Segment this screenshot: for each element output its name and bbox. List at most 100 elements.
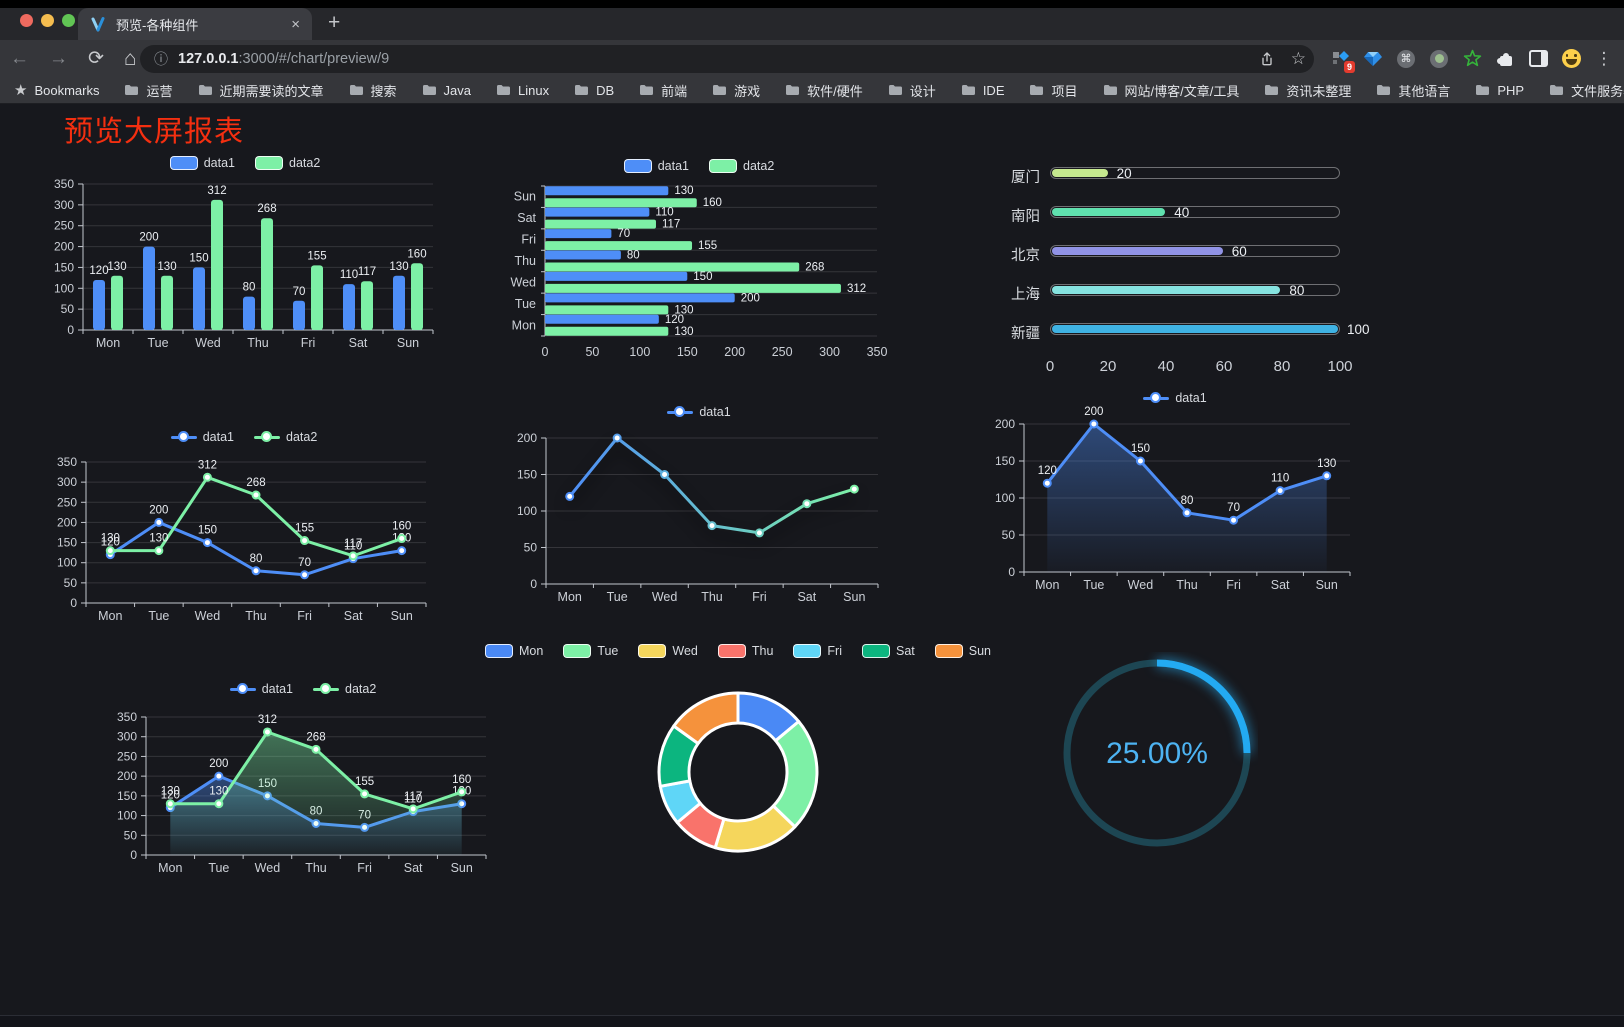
address-bar[interactable]: ⓘ 127.0.0.1:3000/#/chart/preview/9 ☆ (140, 45, 1314, 73)
legend-item-data2[interactable]: data2 (709, 159, 774, 173)
bar (93, 279, 105, 330)
legend-item-data1[interactable]: data1 (667, 405, 731, 419)
svg-text:200: 200 (1084, 406, 1103, 418)
svg-text:70: 70 (1227, 502, 1240, 514)
folder-icon (888, 85, 902, 95)
bookmark-item[interactable]: 文件服务器 (1549, 81, 1624, 100)
zoom-window-button[interactable] (62, 14, 75, 27)
extension-grid-diamond-icon[interactable]: 9 (1330, 49, 1355, 73)
data-point (1229, 515, 1239, 525)
progress-fill (1052, 208, 1166, 216)
legend-item-Sat[interactable]: Sat (862, 644, 915, 658)
axis-tick-label: 20 (1099, 358, 1117, 375)
area-two-canvas: 0 50 100 150 200 250 300 350 Mon Tue Wed Thu Fri Sat S… (117, 710, 487, 875)
browser-menu-icon[interactable]: ⋮ (1595, 48, 1613, 68)
legend-swatch (170, 431, 197, 442)
svg-text:200: 200 (995, 417, 1015, 431)
svg-text:130: 130 (157, 261, 176, 273)
bookmark-item[interactable]: 近期需要读的文章 (198, 81, 324, 100)
svg-text:160: 160 (452, 774, 471, 786)
bookmark-item[interactable]: Linux (496, 83, 549, 98)
tab-title: 预览-各种组件 (116, 17, 199, 33)
legend-item-data2[interactable]: data2 (313, 682, 376, 696)
svg-text:300: 300 (117, 730, 137, 744)
bookmark-item[interactable]: 项目 (1029, 81, 1078, 100)
legend-item-data2[interactable]: data2 (254, 430, 317, 444)
legend-item-Thu[interactable]: Thu (717, 644, 773, 658)
green-star-extension-icon[interactable] (1462, 49, 1482, 69)
bookmark-item[interactable]: 前端 (639, 81, 687, 100)
progress-fill (1052, 286, 1281, 294)
svg-text:268: 268 (306, 731, 325, 743)
bookmark-item[interactable]: 资讯未整理 (1264, 81, 1351, 100)
bookmark-item[interactable]: 游戏 (712, 81, 760, 100)
home-icon[interactable]: ⌂ (123, 47, 137, 70)
legend-item-data1[interactable]: data1 (229, 682, 293, 696)
legend-item-Sun[interactable]: Sun (934, 644, 991, 658)
command-extension-icon[interactable]: ⌘ (1396, 49, 1416, 69)
svg-text:130: 130 (107, 261, 126, 273)
legend-item-data1[interactable]: data1 (170, 430, 234, 444)
minimize-window-button[interactable] (41, 14, 54, 27)
browser-tab[interactable]: 预览-各种组件 × (78, 8, 312, 40)
legend-item-Fri[interactable]: Fri (793, 644, 842, 658)
bookmark-item[interactable]: 搜索 (349, 81, 397, 100)
emoji-extension-icon[interactable] (1561, 49, 1581, 69)
bookmark-item[interactable]: PHP (1475, 83, 1524, 98)
legend-label: data2 (743, 159, 775, 173)
bookmark-item[interactable]: DB (574, 83, 614, 98)
folder-icon (1476, 85, 1490, 95)
bookmark-item[interactable]: 软件/硬件 (785, 81, 863, 100)
svg-text:312: 312 (847, 283, 866, 295)
bookmark-item[interactable]: IDE (961, 83, 1004, 98)
close-window-button[interactable] (20, 14, 33, 27)
legend-item-Wed[interactable]: Wed (638, 644, 698, 658)
legend-item-Tue[interactable]: Tue (563, 644, 618, 658)
folder-icon (349, 85, 363, 95)
legend-item-data1[interactable]: data1 (1143, 391, 1207, 405)
svg-text:50: 50 (585, 345, 599, 359)
site-info-icon[interactable]: ⓘ (154, 51, 168, 67)
forward-icon[interactable]: → (49, 48, 68, 69)
bookmark-item[interactable]: 设计 (888, 81, 936, 100)
legend-item-data2[interactable]: data2 (255, 156, 320, 170)
share-icon[interactable] (1259, 51, 1275, 67)
svg-text:Fri: Fri (752, 590, 767, 604)
side-panel-icon[interactable] (1528, 49, 1548, 69)
tab-close-icon[interactable]: × (291, 15, 300, 33)
svg-text:200: 200 (741, 292, 760, 304)
data-point (612, 433, 622, 443)
folder-icon (198, 85, 212, 95)
bar (545, 283, 841, 293)
bookmark-label: 资讯未整理 (1286, 83, 1352, 99)
back-icon[interactable]: ← (10, 48, 29, 69)
svg-text:130: 130 (674, 326, 693, 338)
legend-item-data1[interactable]: data1 (623, 159, 689, 173)
puzzle-extension-icon[interactable] (1495, 49, 1515, 69)
progress-label: 厦门 (1011, 170, 1040, 186)
legend-item-Mon[interactable]: Mon (484, 644, 543, 658)
reload-icon[interactable]: ⟳ (88, 48, 104, 69)
bookmark-item[interactable]: 网站/博客/文章/工具 (1103, 81, 1239, 100)
gem-extension-icon[interactable] (1363, 49, 1383, 69)
svg-text:150: 150 (517, 468, 537, 482)
svg-text:Mon: Mon (512, 318, 536, 332)
record-extension-icon[interactable] (1429, 49, 1449, 69)
data-point (397, 546, 407, 556)
bookmark-item[interactable]: 运营 (124, 81, 173, 100)
legend-item-data1[interactable]: data1 (169, 156, 235, 170)
new-tab-button[interactable]: + (328, 11, 341, 34)
axis-tick-label: 40 (1157, 358, 1175, 375)
bookmarks-label[interactable]: Bookmarks (34, 82, 100, 98)
chart-legend: data1 data2 (106, 682, 500, 696)
bookmark-star-icon[interactable]: ☆ (1290, 49, 1306, 68)
svg-text:Tue: Tue (515, 297, 536, 311)
data-point (251, 566, 261, 576)
svg-text:130: 130 (1317, 458, 1336, 470)
svg-text:80: 80 (1181, 495, 1194, 507)
svg-text:100: 100 (117, 809, 137, 823)
bookmark-item[interactable]: 其他语言 (1376, 81, 1450, 100)
bookmark-item[interactable]: Java (422, 83, 471, 98)
legend-swatch (623, 159, 652, 173)
legend-swatch (563, 644, 592, 658)
